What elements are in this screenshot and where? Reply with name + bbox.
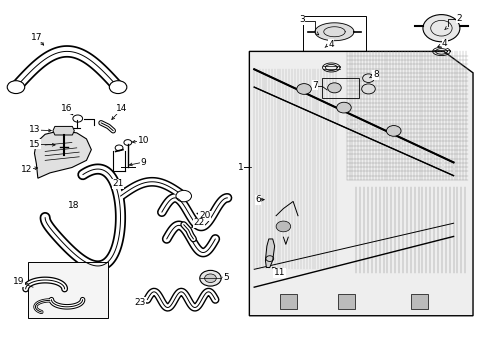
Text: 4: 4 xyxy=(327,40,333,49)
Circle shape xyxy=(327,83,341,93)
Polygon shape xyxy=(410,294,427,309)
Circle shape xyxy=(336,102,350,113)
Polygon shape xyxy=(279,294,296,309)
Text: 18: 18 xyxy=(67,201,79,210)
Circle shape xyxy=(109,81,126,94)
Circle shape xyxy=(361,84,374,94)
Text: 9: 9 xyxy=(140,158,146,167)
Text: 19: 19 xyxy=(13,277,24,286)
Text: 13: 13 xyxy=(29,126,40,135)
Polygon shape xyxy=(314,23,353,41)
Text: 17: 17 xyxy=(31,33,42,42)
Polygon shape xyxy=(53,126,74,135)
Text: 4: 4 xyxy=(441,39,447,48)
Polygon shape xyxy=(265,239,274,267)
Bar xyxy=(322,78,358,98)
Circle shape xyxy=(204,274,216,283)
Text: 2: 2 xyxy=(456,14,461,23)
Text: 6: 6 xyxy=(255,195,261,204)
Polygon shape xyxy=(249,51,472,316)
Text: 11: 11 xyxy=(273,268,285,277)
Text: 21: 21 xyxy=(112,179,123,188)
Text: 20: 20 xyxy=(199,211,210,220)
Circle shape xyxy=(7,81,25,94)
Circle shape xyxy=(386,126,400,136)
Text: 8: 8 xyxy=(372,70,378,79)
Text: 1: 1 xyxy=(237,163,243,172)
Circle shape xyxy=(422,15,459,42)
Text: 22: 22 xyxy=(193,219,204,228)
Text: 12: 12 xyxy=(21,165,32,174)
Bar xyxy=(302,16,366,51)
Text: 14: 14 xyxy=(116,104,127,113)
Circle shape xyxy=(176,190,191,202)
Text: 16: 16 xyxy=(61,104,73,113)
Text: 3: 3 xyxy=(298,15,304,24)
Circle shape xyxy=(276,221,290,232)
Circle shape xyxy=(296,84,311,94)
Circle shape xyxy=(362,74,373,82)
Text: 7: 7 xyxy=(311,81,317,90)
Polygon shape xyxy=(337,294,355,309)
Text: 5: 5 xyxy=(223,273,228,282)
Text: 23: 23 xyxy=(134,298,145,307)
Polygon shape xyxy=(34,131,91,178)
Text: 15: 15 xyxy=(29,140,40,149)
Circle shape xyxy=(200,270,221,286)
Text: 10: 10 xyxy=(137,136,149,145)
Bar xyxy=(28,262,108,318)
